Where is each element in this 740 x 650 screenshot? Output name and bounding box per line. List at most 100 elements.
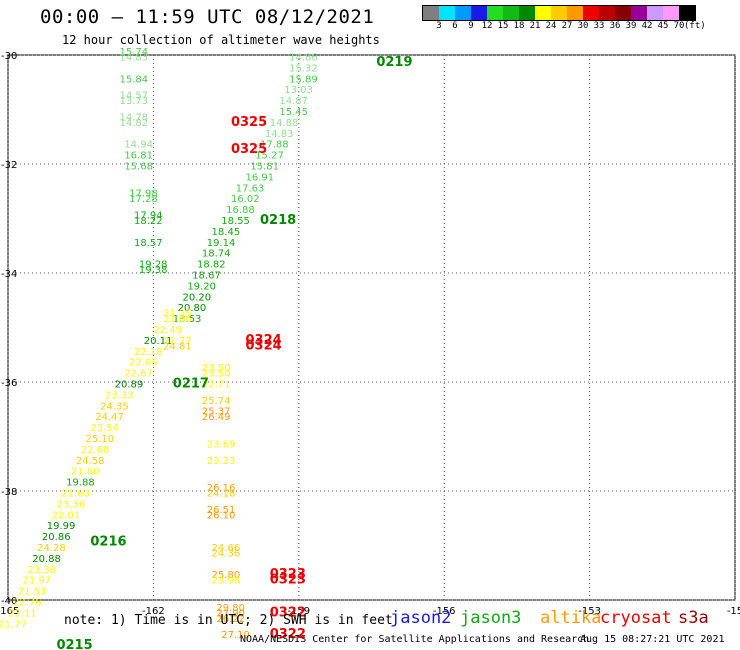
wave-height-label: 14.83 <box>265 129 294 140</box>
wave-height-label: 20.80 <box>178 303 207 314</box>
pass-time-label: 0322 <box>270 605 306 620</box>
wave-height-label: 23.23 <box>207 456 236 467</box>
wave-height-label: 22.01 <box>52 510 81 521</box>
wave-height-label: 15.89 <box>289 74 318 85</box>
wave-height-label: 26.22 <box>216 614 245 625</box>
color-scale-tick-label: 39 <box>625 21 637 31</box>
wave-height-label: 18.53 <box>173 314 202 325</box>
color-scale-swatch <box>423 6 439 20</box>
pass-time-label: 0216 <box>90 535 126 550</box>
color-scale-swatch <box>455 6 471 20</box>
color-scale-swatch <box>519 6 535 20</box>
color-scale-swatch <box>679 6 695 20</box>
wave-height-label: 19.38 <box>139 265 168 276</box>
color-scale-tick-label: 21 <box>529 21 541 31</box>
color-scale-swatch <box>535 6 551 20</box>
wave-height-label: 22.49 <box>153 325 182 336</box>
wave-height-label: 23.50 <box>202 369 231 380</box>
wave-height-label: 17.28 <box>129 194 158 205</box>
x-tick-label: -15 <box>727 606 740 617</box>
color-scale-tick-label: 3 <box>436 21 442 31</box>
color-scale-tick-label: 70 <box>673 21 685 31</box>
wave-height-label: 24.66 <box>212 543 241 554</box>
wave-height-label: 17.88 <box>260 140 289 151</box>
wave-height-label: 14.86 <box>289 52 318 63</box>
wave-height-label: 29.80 <box>216 603 245 614</box>
wave-height-label: 24.47 <box>95 412 124 423</box>
wave-height-label: 16.91 <box>245 172 274 183</box>
color-scale-swatch <box>487 6 503 20</box>
wave-height-label: 14.83 <box>119 52 148 63</box>
color-scale-swatch <box>567 6 583 20</box>
pass-time-label: 0325 <box>231 115 267 130</box>
wave-height-label: 14.82 <box>119 118 148 129</box>
pass-time-label: 0219 <box>376 55 412 70</box>
wave-height-label: 16.02 <box>231 194 260 205</box>
wave-height-label: 18.67 <box>192 270 221 281</box>
footnote: note: 1) Time is in UTC; 2) SWH is in fe… <box>64 613 393 628</box>
wave-height-label: 23.98 <box>212 576 241 587</box>
wave-height-label: 13.73 <box>119 96 148 107</box>
wave-height-label: 19.99 <box>47 521 76 532</box>
wave-height-label: 27.90 <box>216 608 245 619</box>
wave-height-label: 14.78 <box>119 112 148 123</box>
color-scale-tick-label: 42 <box>641 21 653 31</box>
chart-title: 00:00 – 11:59 UTC 08/12/2021 <box>40 6 375 28</box>
wave-height-label: 23.11 <box>8 608 37 619</box>
x-tick-label: -165 <box>0 606 19 617</box>
pass-time-label: 0324 <box>245 333 281 348</box>
wave-height-label: 25.10 <box>86 434 115 445</box>
x-tick-label: -159 <box>287 606 310 617</box>
wave-height-label: 20.20 <box>182 292 211 303</box>
wave-height-label: 19.20 <box>187 281 216 292</box>
wave-height-label: 18.55 <box>221 216 250 227</box>
wave-height-label: 21.60 <box>71 467 100 478</box>
wave-height-label: 23.36 <box>56 499 85 510</box>
wave-height-label: 22.18 <box>134 347 163 358</box>
wave-height-label: 18.57 <box>134 238 163 249</box>
wave-height-label: 26.51 <box>207 505 236 516</box>
wave-height-label: 15.81 <box>250 161 279 172</box>
y-tick-label: -34 <box>1 269 17 280</box>
color-scale-tick-label: 24 <box>545 21 557 31</box>
color-scale-swatch <box>615 6 631 20</box>
wave-height-label: 22.67 <box>124 369 153 380</box>
chart-subtitle: 12 hour collection of altimeter wave hei… <box>62 33 380 47</box>
wave-height-label: 25.80 <box>212 570 241 581</box>
wave-height-label: 24.28 <box>37 543 66 554</box>
wave-height-label: 16.81 <box>124 151 153 162</box>
legend-entry-s3a: s3a <box>678 608 709 628</box>
wave-height-label: 25.74 <box>202 396 231 407</box>
wave-height-label: 18.82 <box>197 260 226 271</box>
color-scale-tick-label: 30 <box>577 21 589 31</box>
wave-height-label: 21.77 <box>0 619 27 630</box>
wave-height-label: 21.66 <box>163 314 192 325</box>
wave-height-label: 21.25 <box>163 309 192 320</box>
wave-height-label: 21.53 <box>18 587 47 598</box>
x-tick-label: -156 <box>433 606 456 617</box>
wave-height-label: 15.32 <box>289 63 318 74</box>
plot-frame <box>7 54 736 601</box>
y-tick-label: -40 <box>1 596 17 607</box>
wave-height-label: 22.71 <box>202 379 231 390</box>
color-scale-swatch <box>599 6 615 20</box>
color-scale-swatch <box>551 6 567 20</box>
pass-time-label: 0323 <box>270 567 306 582</box>
wave-height-label: 26.16 <box>207 483 236 494</box>
wave-height-label: 21.77 <box>163 336 192 347</box>
wave-height-label: 15.74 <box>119 47 148 58</box>
wave-height-label: 19.14 <box>207 238 236 249</box>
wave-height-label: 18.22 <box>134 216 163 227</box>
wave-height-label: 13.03 <box>284 85 313 96</box>
color-scale-tick-label: 12 <box>481 21 493 31</box>
pass-time-label: 0323 <box>270 573 306 588</box>
x-tick-label: -162 <box>142 606 165 617</box>
legend-entry-altika: altika <box>540 608 602 628</box>
wave-height-label: 24.36 <box>212 548 241 559</box>
wave-height-label: 18.45 <box>212 227 241 238</box>
wave-height-label: 24.18 <box>207 488 236 499</box>
color-scale-tick-label: 33 <box>593 21 605 31</box>
pass-time-label: 0322 <box>270 627 306 642</box>
generation-timestamp: Aug 15 08:27:21 UTC 2021 <box>580 634 725 645</box>
